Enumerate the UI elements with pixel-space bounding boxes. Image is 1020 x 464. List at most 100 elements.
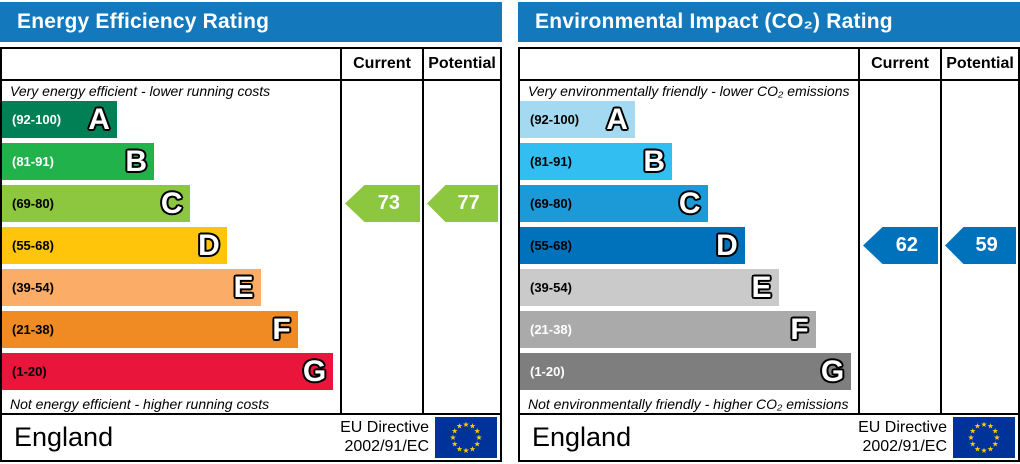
band-letter: E <box>751 270 772 304</box>
eu-directive-line1: EU Directive <box>858 419 947 437</box>
co2-top-note: Very environmentally friendly - lower CO… <box>528 83 850 99</box>
svg-text:★: ★ <box>994 433 1001 442</box>
band-range-label: (92-100) <box>530 112 580 127</box>
energy-table-footer: England EU Directive 2002/91/EC ★ ★ ★ ★ ★ ★… <box>2 413 500 460</box>
energy-band-d: (55-68) D <box>2 227 227 264</box>
energy-potential-value: 77 <box>457 192 480 214</box>
co2-table-footer: England EU Directive 2002/91/EC ★ ★ ★ ★ ★ ★… <box>520 413 1018 460</box>
band-range-label: (39-54) <box>530 280 572 295</box>
co2-panel-header: Environmental Impact (CO₂) Rating <box>518 2 1020 42</box>
energy-top-note: Very energy efficient - lower running co… <box>10 83 271 99</box>
co2-table-body: Very environmentally friendly - lower CO… <box>520 81 1018 413</box>
energy-efficiency-panel: Energy Efficiency Rating Current Potenti… <box>0 0 502 464</box>
energy-band-chart: Very energy efficient - lower running co… <box>2 81 340 413</box>
current-column-header: Current <box>340 49 422 79</box>
band-letter: A <box>88 102 110 136</box>
svg-text:★: ★ <box>474 427 481 436</box>
svg-text:★: ★ <box>469 422 476 431</box>
co2-rating-table: Current Potential Very environmentally f… <box>518 47 1020 462</box>
svg-text:★: ★ <box>456 444 463 453</box>
co2-current-column: 62 <box>858 81 940 413</box>
eu-directive-label: EU Directive 2002/91/EC <box>340 419 429 456</box>
band-range-label: (21-38) <box>530 322 572 337</box>
svg-text:★: ★ <box>450 433 457 442</box>
energy-current-column: 73 <box>340 81 422 413</box>
band-range-label: (92-100) <box>12 112 62 127</box>
energy-panel-header: Energy Efficiency Rating <box>0 2 502 42</box>
energy-current-value: 73 <box>377 192 401 214</box>
head-spacer <box>2 49 340 79</box>
svg-text:★: ★ <box>969 427 976 436</box>
band-letter: B <box>125 144 148 178</box>
eu-flag-icon: ★ ★ ★★ ★★ ★★ ★★ ★★ <box>435 417 497 458</box>
svg-text:★: ★ <box>992 440 999 449</box>
energy-band-b: (81-91) B <box>2 143 155 180</box>
energy-bottom-note: Not energy efficient - higher running co… <box>10 396 270 412</box>
svg-text:★: ★ <box>463 420 470 429</box>
band-letter: C <box>678 186 701 220</box>
energy-band-f: (21-38) F <box>2 311 298 348</box>
energy-band-g: (1-20) G <box>2 353 334 390</box>
band-letter: F <box>790 312 809 346</box>
energy-current-rating-arrow: 73 <box>345 185 420 222</box>
eu-directive-line2: 2002/91/EC <box>862 437 947 455</box>
band-range-label: (69-80) <box>530 196 572 211</box>
potential-column-header: Potential <box>940 49 1018 79</box>
energy-band-a: (92-100) A <box>2 101 117 138</box>
svg-text:★: ★ <box>456 422 463 431</box>
band-letter: D <box>716 228 738 262</box>
band-range-label: (55-68) <box>530 238 572 253</box>
svg-text:★: ★ <box>987 444 994 453</box>
region-label: England <box>14 422 114 452</box>
co2-band-b: (81-91) B <box>520 143 673 180</box>
co2-band-g: (1-20) G <box>520 353 852 390</box>
band-range-label: (81-91) <box>530 154 572 169</box>
energy-panel-title: Energy Efficiency Rating <box>17 10 270 33</box>
svg-text:★: ★ <box>987 422 994 431</box>
energy-table-head: Current Potential <box>2 49 500 81</box>
energy-rating-table: Current Potential Very energy efficient … <box>0 47 502 462</box>
band-letter: G <box>302 354 327 388</box>
co2-current-rating-arrow: 62 <box>863 227 938 264</box>
band-letter: E <box>233 270 254 304</box>
eu-directive-line2: 2002/91/EC <box>344 437 429 455</box>
head-spacer <box>520 49 858 79</box>
svg-text:★: ★ <box>969 440 976 449</box>
band-range-label: (69-80) <box>12 196 54 211</box>
co2-panel-title: Environmental Impact (CO₂) Rating <box>535 10 893 33</box>
eu-flag-icon: ★ ★ ★★ ★★ ★★ ★★ ★★ <box>953 417 1015 458</box>
energy-potential-rating-arrow: 77 <box>427 185 498 222</box>
band-letter: D <box>198 228 220 262</box>
co2-table-head: Current Potential <box>520 49 1018 81</box>
energy-band-e: (39-54) E <box>2 269 261 306</box>
band-range-label: (55-68) <box>12 238 54 253</box>
co2-potential-rating-arrow: 59 <box>945 227 1016 264</box>
svg-text:★: ★ <box>476 433 483 442</box>
band-letter: A <box>606 102 628 136</box>
co2-band-c: (69-80) C <box>520 185 708 222</box>
svg-text:★: ★ <box>981 446 988 455</box>
svg-text:★: ★ <box>974 422 981 431</box>
svg-text:★: ★ <box>469 444 476 453</box>
band-letter: B <box>643 144 666 178</box>
co2-band-chart: Very environmentally friendly - lower CO… <box>520 81 858 413</box>
band-letter: G <box>820 354 845 388</box>
co2-band-f: (21-38) F <box>520 311 816 348</box>
band-letter: F <box>272 312 291 346</box>
band-range-label: (39-54) <box>12 280 54 295</box>
energy-band-c: (69-80) C <box>2 185 190 222</box>
region-label: England <box>532 422 632 452</box>
co2-potential-value: 59 <box>975 234 998 256</box>
co2-band-e: (39-54) E <box>520 269 779 306</box>
band-range-label: (81-91) <box>12 154 54 169</box>
environmental-impact-panel: Environmental Impact (CO₂) Rating Curren… <box>518 0 1020 464</box>
band-letter: C <box>160 186 183 220</box>
eu-directive-label: EU Directive 2002/91/EC <box>858 419 947 456</box>
current-column-header: Current <box>858 49 940 79</box>
energy-table-body: Very energy efficient - lower running co… <box>2 81 500 413</box>
svg-text:★: ★ <box>451 427 458 436</box>
band-range-label: (1-20) <box>12 364 47 379</box>
band-range-label: (1-20) <box>530 364 565 379</box>
co2-band-a: (92-100) A <box>520 101 635 138</box>
